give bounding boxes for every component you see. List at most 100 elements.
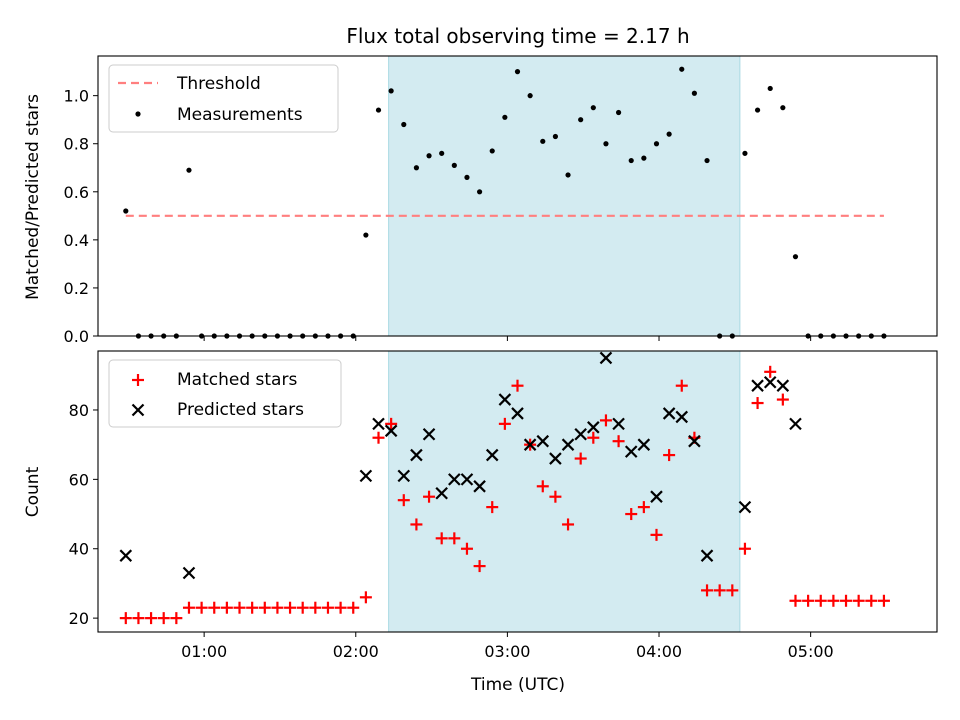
matched-star-point (776, 393, 789, 406)
legend-predicted-label: Predicted stars (177, 400, 304, 420)
top-legend: Threshold Measurements (108, 64, 339, 133)
predicted-star-point (700, 549, 714, 562)
measurement-point (451, 162, 457, 168)
measurement-point (603, 141, 609, 147)
bottom-y-axis-label: Count (23, 466, 43, 517)
bottom-y-tick-label: 80 (69, 401, 89, 420)
predicted-star-point (523, 438, 537, 451)
measurement-point (476, 189, 483, 195)
measurement-point (615, 109, 622, 116)
measurement-point (754, 107, 761, 113)
measurement-point (439, 150, 445, 156)
matched-star-point (309, 601, 322, 614)
predicted-star-point (549, 452, 562, 465)
measurement-point (578, 117, 584, 123)
matched-star-point (549, 490, 562, 503)
matched-star-point (145, 612, 158, 625)
predicted-star-point (624, 445, 638, 458)
top-y-tick-label: 0.4 (64, 231, 89, 250)
matched-star-point (321, 601, 334, 614)
top-y-tick-label: 0.0 (64, 327, 89, 346)
legend-predicted-swatch (131, 403, 145, 417)
matched-star-point (347, 601, 360, 614)
predicted-star-point (738, 500, 752, 514)
top-chart-title: Flux total observing time = 2.17 h (346, 24, 689, 48)
predicted-star-point (688, 434, 701, 448)
matched-star-point (296, 601, 309, 614)
matched-star-point (423, 490, 436, 503)
predicted-star-point (561, 438, 575, 451)
bottom-legend-box (108, 359, 342, 428)
matched-star-point (587, 431, 600, 444)
matched-star-point (789, 594, 802, 607)
measurement-point (767, 85, 773, 92)
predicted-star-point (675, 410, 689, 424)
predicted-star-point (473, 480, 486, 493)
legend-threshold-label: Threshold (176, 74, 261, 94)
legend-matched-swatch (132, 374, 144, 386)
predicted-star-point (422, 427, 436, 441)
matched-star-point (764, 365, 777, 378)
matched-star-point (372, 431, 385, 444)
matched-star-point (195, 601, 208, 614)
matched-star-point (827, 594, 840, 607)
measurement-point (691, 90, 697, 96)
top-y-tick-label: 1.0 (64, 87, 89, 106)
measurement-point (565, 172, 571, 178)
matched-star-point (385, 417, 398, 430)
predicted-star-point (372, 417, 385, 431)
legend-matched-label: Matched stars (177, 370, 297, 390)
predicted-star-point (650, 490, 663, 503)
predicted-star-point (498, 393, 512, 406)
measurement-point (186, 167, 192, 173)
measurement-point (527, 93, 533, 99)
measurement-point (742, 150, 748, 156)
matched-star-point (637, 501, 650, 514)
legend-measurements-swatch (135, 111, 141, 117)
measurement-point (641, 155, 647, 161)
matched-star-point (119, 612, 132, 625)
matched-star-point (814, 594, 827, 607)
measurement-point (375, 107, 382, 113)
matched-star-point (599, 414, 612, 427)
matched-star-point (258, 601, 271, 614)
predicted-star-point (751, 379, 764, 392)
matched-star-point (511, 379, 524, 392)
predicted-star-point (410, 448, 423, 462)
matched-star-point (132, 612, 145, 625)
predicted-star-point (485, 448, 499, 462)
matched-star-point (663, 449, 676, 462)
matched-star-point (701, 584, 714, 597)
measurement-point (590, 105, 596, 111)
x-axis-label: Time (UTC) (470, 675, 565, 695)
matched-star-point (726, 584, 739, 597)
matched-star-point (220, 601, 233, 614)
legend-measurements-label: Measurements (177, 105, 303, 125)
predicted-star-point (448, 473, 461, 486)
measurement-point (666, 131, 672, 137)
top-panel-observing-window (388, 56, 741, 336)
matched-star-point (713, 584, 726, 597)
predicted-star-point (776, 379, 790, 392)
measurement-point (628, 157, 634, 164)
matched-star-point (877, 594, 890, 607)
measurement-point (792, 254, 799, 260)
x-tick-label: 05:00 (788, 642, 834, 661)
matched-star-point (852, 594, 865, 607)
predicted-star-point (359, 469, 373, 483)
measurement-point (413, 165, 420, 171)
top-y-axis-label: Matched/Predicted stars (23, 94, 43, 300)
predicted-star-point (763, 375, 777, 389)
bottom-plot-frame (97, 350, 938, 633)
x-tick-label: 02:00 (333, 642, 379, 661)
x-tick-label: 03:00 (484, 642, 530, 661)
matched-star-point (562, 518, 575, 531)
matched-star-point (157, 612, 170, 625)
legend-predicted-marker (131, 403, 145, 417)
predicted-star-point (587, 421, 600, 434)
matched-star-point (397, 494, 410, 507)
predicted-star-point (574, 427, 587, 441)
predicted-star-point (460, 473, 474, 486)
matched-star-point (208, 601, 221, 614)
